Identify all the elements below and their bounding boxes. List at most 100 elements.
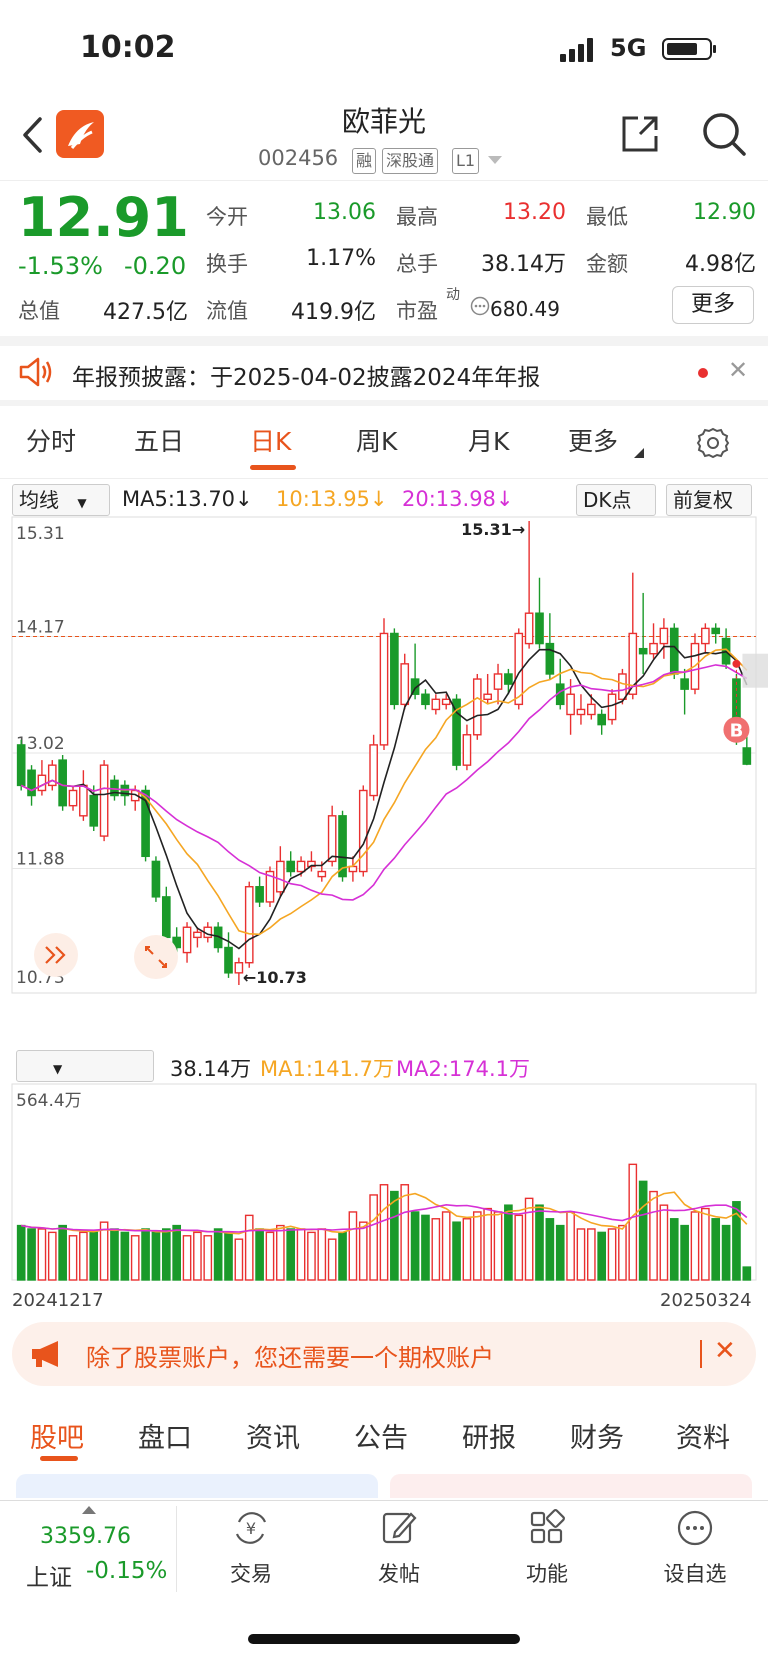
caret-up-icon[interactable] (82, 1504, 96, 1514)
amount-label: 金额 (586, 252, 628, 276)
promo-banner[interactable] (12, 1322, 756, 1386)
candle-down (255, 886, 264, 903)
back-arrow-icon[interactable] (20, 115, 46, 155)
end-date: 20250324 (660, 1290, 752, 1311)
dk-point-button[interactable]: DK点 (576, 484, 656, 516)
pe-dynamic-mark: 动 (446, 287, 460, 303)
tab-five-day[interactable]: 五日 (134, 427, 185, 456)
tab-forum[interactable]: 股吧 (30, 1423, 84, 1454)
candle-down (504, 673, 513, 685)
expand-button[interactable] (34, 933, 78, 977)
nav-watchlist-label: 设自选 (663, 1562, 727, 1586)
network-type: 5G (610, 34, 647, 62)
tab-monthly-k[interactable]: 月K (468, 427, 510, 456)
candle-up (483, 693, 492, 701)
candle-down (27, 769, 36, 797)
volume-bar-down (669, 1218, 679, 1281)
app-logo[interactable] (56, 110, 104, 158)
float-value: 419.9亿 (291, 300, 376, 325)
candle-up (379, 632, 389, 746)
promo-text[interactable]: 除了股票账户，您还需要一个期权账户 (86, 1344, 494, 1372)
tab-announcements[interactable]: 公告 (354, 1423, 408, 1454)
chart-frame (11, 516, 757, 994)
indicator-select[interactable]: 均线 ▼ (12, 484, 110, 516)
candle-up (182, 926, 192, 954)
tab-orderbook[interactable]: 盘口 (138, 1423, 192, 1454)
volume-bar-down (255, 1228, 264, 1281)
open-label: 今开 (206, 205, 248, 229)
candle-up (37, 774, 47, 792)
volume-bar-up (493, 1211, 503, 1281)
volume-chart[interactable]: 564.4万 (0, 1080, 768, 1285)
more-quote-button[interactable]: 更多 (672, 286, 754, 324)
dk-point-label: DK点 (583, 488, 632, 512)
volume-bar-up (327, 1238, 337, 1281)
total-value: 427.5亿 (103, 300, 188, 325)
candle-down (711, 627, 721, 635)
volume-bar-up (628, 1163, 638, 1281)
candle-up (462, 734, 472, 766)
candle-up (317, 870, 327, 878)
index-value[interactable]: 3359.76 (40, 1524, 131, 1549)
last-price: 12.91 (18, 186, 189, 249)
high-annotation: 15.31→ (461, 520, 525, 539)
volume-bar-up (244, 1214, 254, 1281)
search-icon[interactable] (700, 110, 748, 158)
y-tick-label: 13.02 (16, 734, 65, 754)
volume-bar-up (193, 1231, 202, 1281)
volume-bar-up (431, 1218, 441, 1281)
volume-bar-down (224, 1231, 233, 1281)
ma20-value: 20:13.98↓ (402, 487, 514, 511)
content-card[interactable] (390, 1474, 752, 1498)
candle-up (296, 860, 306, 873)
nav-functions[interactable]: 功能 (492, 1508, 602, 1588)
fullscreen-button[interactable] (134, 935, 178, 979)
content-card[interactable] (16, 1474, 378, 1498)
index-name[interactable]: 上证 (26, 1565, 72, 1591)
volume-bar-up (348, 1211, 358, 1281)
volume-bar-down (58, 1224, 67, 1281)
candle-up (327, 815, 337, 863)
candle-down (338, 815, 347, 878)
tab-daily-k[interactable]: 日K (250, 427, 292, 456)
notice-text[interactable]: 年报预披露：于2025-04-02披露2024年年报 (72, 365, 541, 391)
tab-intraday[interactable]: 分时 (26, 427, 77, 456)
volume-bar-down (286, 1228, 296, 1281)
nav-watchlist[interactable]: 设自选 (640, 1508, 750, 1588)
candle-down (161, 896, 171, 939)
volume-bar-up (566, 1211, 575, 1281)
share-icon[interactable] (618, 112, 662, 156)
nav-trade[interactable]: ¥ 交易 (196, 1508, 306, 1588)
volume-bar-down (172, 1224, 182, 1281)
status-time: 10:02 (80, 30, 176, 65)
close-banner-icon[interactable]: ✕ (714, 1336, 736, 1366)
candle-up (493, 673, 503, 690)
tab-financials[interactable]: 财务 (570, 1423, 624, 1454)
volume-bar-down (421, 1214, 430, 1281)
megaphone-icon (32, 1341, 58, 1367)
caret-down-icon[interactable] (488, 156, 502, 166)
candle-down (141, 789, 150, 858)
tab-profile[interactable]: 资料 (676, 1423, 730, 1454)
info-dots-icon[interactable] (470, 296, 490, 316)
volume-indicator-select[interactable]: ▼ (16, 1050, 154, 1082)
volume-bar-down (89, 1231, 99, 1281)
battery-icon (662, 38, 716, 60)
candle-up (576, 708, 586, 716)
volume-bar-down (390, 1190, 399, 1281)
index-change[interactable]: -0.15% (86, 1558, 168, 1584)
indicator-select-label: 均线 (19, 488, 59, 512)
tab-weekly-k[interactable]: 周K (356, 427, 398, 456)
tab-research[interactable]: 研报 (462, 1423, 516, 1454)
nav-trade-label: 交易 (230, 1562, 272, 1586)
volume-bar-down (141, 1228, 150, 1281)
divider (0, 400, 768, 406)
close-notice-icon[interactable]: ✕ (728, 356, 749, 384)
change-amount: -0.20 (124, 252, 187, 280)
gear-icon[interactable] (696, 426, 730, 460)
adjust-button[interactable]: 前复权 (666, 484, 752, 516)
tab-news[interactable]: 资讯 (246, 1423, 300, 1454)
nav-post[interactable]: 发帖 (344, 1508, 454, 1588)
tab-more[interactable]: 更多 (568, 427, 619, 456)
